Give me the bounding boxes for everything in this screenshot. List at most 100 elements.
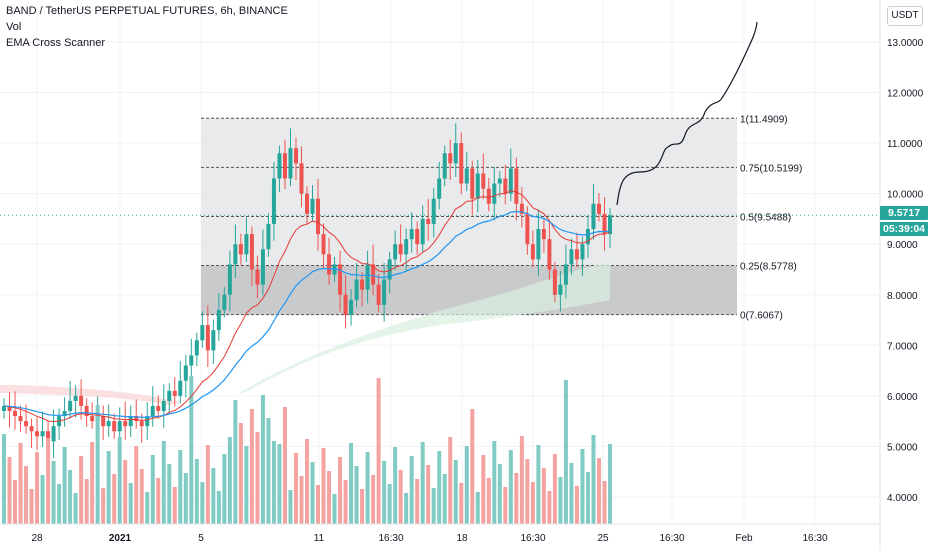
volume-bar xyxy=(62,447,67,524)
volume-bar xyxy=(172,487,177,524)
candle-body xyxy=(431,198,436,224)
candle-body xyxy=(40,431,45,437)
candle-body xyxy=(150,405,155,417)
volume-bar xyxy=(183,473,188,524)
volume-bar xyxy=(90,442,95,524)
candle-body xyxy=(437,178,442,199)
volume-bar xyxy=(580,449,585,524)
ema-cloud-red xyxy=(0,385,180,405)
candle-body xyxy=(73,395,78,401)
volume-bar xyxy=(299,476,304,524)
countdown-tag: 05:39:04 xyxy=(880,222,928,236)
candle-body xyxy=(266,223,271,250)
volume-bar xyxy=(481,455,486,524)
fib-level-label: 0(7.6067) xyxy=(740,311,783,322)
candle-body xyxy=(536,229,541,260)
candle-body xyxy=(316,198,321,235)
fib-level-label: 0.5(9.5488) xyxy=(740,212,791,223)
volume-bar xyxy=(497,464,502,524)
volume-bar xyxy=(249,409,254,524)
volume-bar xyxy=(7,457,12,524)
candle-body xyxy=(172,390,177,396)
fib-level-label: 0.75(10.5199) xyxy=(740,163,802,174)
volume-bar xyxy=(321,448,326,524)
candle-body xyxy=(497,178,502,184)
volume-bar xyxy=(503,487,508,524)
candle-body xyxy=(393,244,398,260)
volume-bar xyxy=(222,454,227,524)
price-tick-label: 5.0000 xyxy=(887,442,918,453)
volume-bar xyxy=(35,452,40,524)
candle-body xyxy=(167,390,172,401)
volume-bar xyxy=(68,470,73,524)
candle-body xyxy=(591,203,596,230)
volume-bar xyxy=(365,452,370,524)
candle-body xyxy=(299,163,304,194)
volume-bar xyxy=(156,478,161,524)
volume-bar xyxy=(244,446,249,524)
candle-body xyxy=(260,249,265,285)
volume-bar xyxy=(459,483,464,524)
volume-bar xyxy=(238,423,243,524)
volume-bar xyxy=(591,435,596,524)
volume-bar xyxy=(255,432,260,524)
ema-fast-line xyxy=(3,190,611,423)
volume-bar xyxy=(492,441,497,524)
candle-body xyxy=(84,405,89,417)
fib-level-label: 0.25(8.5778) xyxy=(740,262,797,273)
volume-bar xyxy=(563,380,568,524)
candle-body xyxy=(415,229,420,245)
candle-body xyxy=(249,234,254,270)
candle-body xyxy=(420,218,425,245)
volume-bar xyxy=(332,494,337,524)
candle-body xyxy=(602,213,607,235)
volume-bar xyxy=(145,492,150,524)
candle-body xyxy=(200,325,205,341)
candle-body xyxy=(508,168,513,194)
candle-body xyxy=(161,400,166,412)
volume-bar xyxy=(288,490,293,524)
volume-bar xyxy=(569,463,574,524)
candle-body xyxy=(178,380,183,396)
volume-bar xyxy=(349,443,354,524)
volume-bar xyxy=(415,479,420,524)
volume-bar xyxy=(123,460,128,524)
volume-bar xyxy=(409,456,414,524)
volume-bar xyxy=(194,459,199,524)
ema-scanner-label[interactable]: EMA Cross Scanner xyxy=(6,37,106,49)
volume-bar xyxy=(310,462,315,524)
candle-body xyxy=(354,279,359,300)
projection-path xyxy=(616,21,758,206)
candle-body xyxy=(519,203,524,214)
volume-bar xyxy=(200,482,205,524)
candle-body xyxy=(547,239,552,270)
currency-button[interactable]: USDT xyxy=(887,6,923,26)
candle-body xyxy=(569,249,574,265)
candle-body xyxy=(376,284,381,305)
vol-indicator-label[interactable]: Vol xyxy=(6,21,22,33)
volume-bar xyxy=(128,483,133,524)
volume-bar xyxy=(46,438,51,524)
candle-body xyxy=(558,284,563,295)
volume-bar xyxy=(431,488,436,524)
volume-bar xyxy=(84,479,89,524)
candle-body xyxy=(13,411,18,417)
candle-body xyxy=(596,203,601,214)
candle-body xyxy=(525,213,530,245)
candle-body xyxy=(585,229,590,245)
volume-bar xyxy=(382,461,387,524)
candle-body xyxy=(398,244,403,255)
volume-bar xyxy=(293,453,298,524)
volume-bar xyxy=(541,468,546,524)
volume-bar xyxy=(150,455,155,524)
candle-body xyxy=(608,215,612,235)
volume-bar xyxy=(393,447,398,524)
candle-body xyxy=(145,416,150,427)
price-tick-label: 12.0000 xyxy=(887,89,924,100)
volume-bar xyxy=(437,451,442,524)
candle-body xyxy=(343,294,348,315)
volume-bar xyxy=(519,436,524,524)
candle-body xyxy=(426,218,431,224)
volume-bar xyxy=(360,489,365,524)
